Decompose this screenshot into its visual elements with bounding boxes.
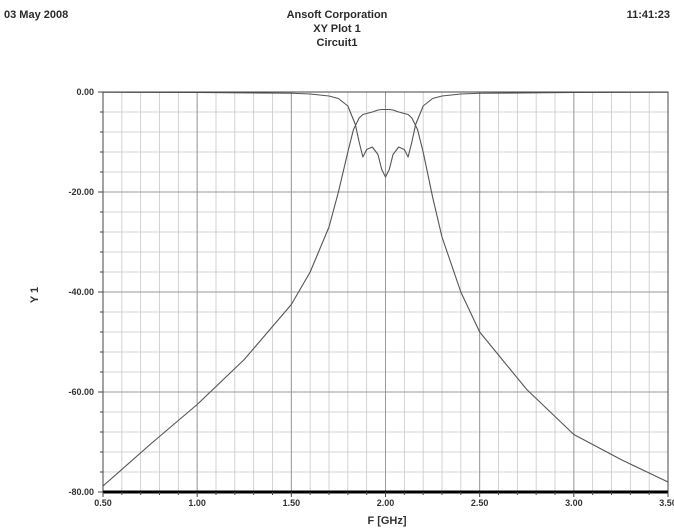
header-date: 03 May 2008 — [4, 9, 69, 21]
x-tick-label: 1.00 — [188, 498, 206, 508]
y-tick-label: -60.00 — [68, 387, 94, 397]
header-company: Ansoft Corporation — [286, 9, 388, 21]
header-center: Ansoft Corporation XY Plot 1 Circuit1 — [0, 8, 674, 50]
tick-marks — [98, 91, 669, 497]
series-layer — [102, 91, 669, 487]
x-tick-label: 2.00 — [377, 498, 395, 508]
x-tick-label: 2.50 — [471, 498, 489, 508]
y-axis-title: Y 1 — [29, 287, 41, 303]
y-tick-label: -80.00 — [68, 487, 94, 497]
y-tick-label: -20.00 — [68, 187, 94, 197]
y-tick-label: -40.00 — [68, 287, 94, 297]
series-line-2 — [102, 91, 669, 178]
header-circuit: Circuit1 — [316, 37, 358, 49]
tick-labels: 0.50 1.00 1.50 2.00 2.50 3.00 3.50 0.00 -20.00 -4… — [68, 87, 674, 508]
header-plot-title: XY Plot 1 — [313, 23, 361, 35]
x-tick-label: 3.00 — [565, 498, 583, 508]
series-line-1 — [102, 108, 669, 487]
header-time: 11:41:23 — [626, 9, 670, 21]
x-tick-label: 0.50 — [94, 498, 112, 508]
x-tick-label: 1.50 — [283, 498, 301, 508]
x-axis-title: F [GHz] — [367, 515, 406, 527]
y-tick-label: 0.00 — [76, 87, 94, 97]
x-tick-label: 3.50 — [659, 498, 674, 508]
